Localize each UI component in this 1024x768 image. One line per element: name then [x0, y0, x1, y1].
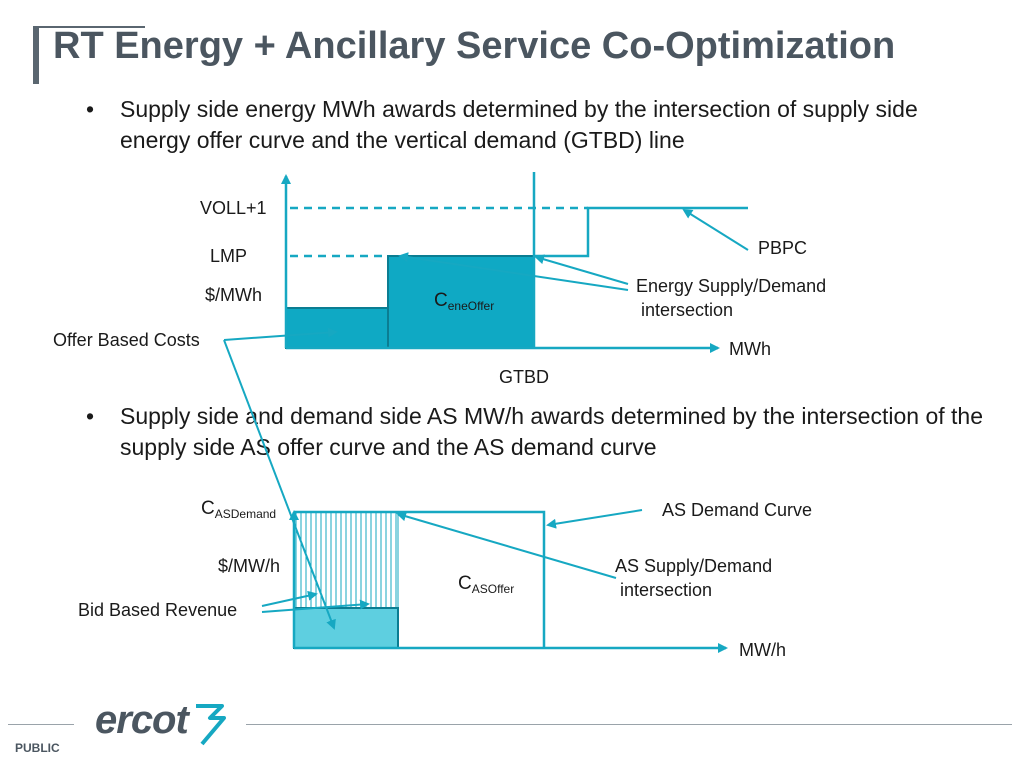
pbpc-curve: [534, 206, 748, 258]
bid-based-revenue-arrow-2: [261, 599, 370, 613]
as-offer-cost-block: [293, 607, 399, 649]
as-y-unit-label: $/MW/h: [218, 556, 281, 576]
as-demand-curve-arrow: [546, 509, 643, 529]
title-top-rule: [33, 26, 145, 28]
energy-intersection-arrow-2: [398, 252, 629, 291]
voll-label: VOLL+1: [200, 198, 267, 218]
ercot-logo-mark-icon: [196, 704, 226, 746]
offer-costs-to-revenue-link: [223, 339, 336, 630]
as-offer-cost-label: CASOffer: [458, 573, 515, 596]
as-demand-cost-label: CASDemand: [201, 498, 277, 521]
gtbd-label: GTBD: [499, 367, 550, 387]
footer-rule-left: [8, 724, 74, 725]
bid-based-revenue-arrow-1: [261, 590, 318, 607]
as-demand-hatched-area: [293, 511, 399, 609]
offer-based-costs-arrow: [223, 327, 338, 341]
pbpc-pointer-arrow: [682, 208, 749, 251]
bullet-marker: •: [86, 403, 95, 429]
footer-rule-right: [246, 724, 1012, 725]
as-x-unit-label: MW/h: [739, 640, 786, 660]
as-intersection-label-line1: AS Supply/Demand: [615, 556, 773, 576]
title-accent-bar: [33, 26, 39, 84]
energy-intersection-label-line1: Energy Supply/Demand: [636, 276, 827, 296]
bid-based-revenue-label: Bid Based Revenue: [78, 600, 238, 620]
bullet-marker: •: [86, 96, 95, 122]
as-demand-curve: [294, 510, 546, 648]
public-classification-label: PUBLIC: [15, 741, 60, 755]
energy-offer-cost-block-low: [285, 307, 389, 349]
energy-x-unit-label: MWh: [729, 339, 771, 359]
ercot-logo: ercot: [95, 698, 189, 742]
energy-offer-cost-block-high: [387, 255, 535, 349]
as-intersection-arrow: [396, 511, 617, 579]
as-intersection-label-line2: intersection: [620, 580, 713, 600]
as-demand-curve-label: AS Demand Curve: [662, 500, 813, 520]
energy-intersection-arrow-1: [534, 254, 629, 285]
pbpc-label: PBPC: [758, 238, 808, 258]
slide-title: RT Energy + Ancillary Service Co-Optimiz…: [53, 25, 896, 67]
bullet-text: Supply side energy MWh awards determined…: [120, 96, 918, 153]
lmp-label: LMP: [210, 246, 248, 266]
energy-intersection-label-line2: intersection: [641, 300, 734, 320]
bullet-text: Supply side and demand side AS MW/h awar…: [120, 403, 983, 460]
energy-y-unit-label: $/MWh: [205, 285, 263, 305]
offer-based-costs-label: Offer Based Costs: [53, 330, 200, 350]
energy-offer-cost-label: CeneOffer: [434, 290, 495, 313]
